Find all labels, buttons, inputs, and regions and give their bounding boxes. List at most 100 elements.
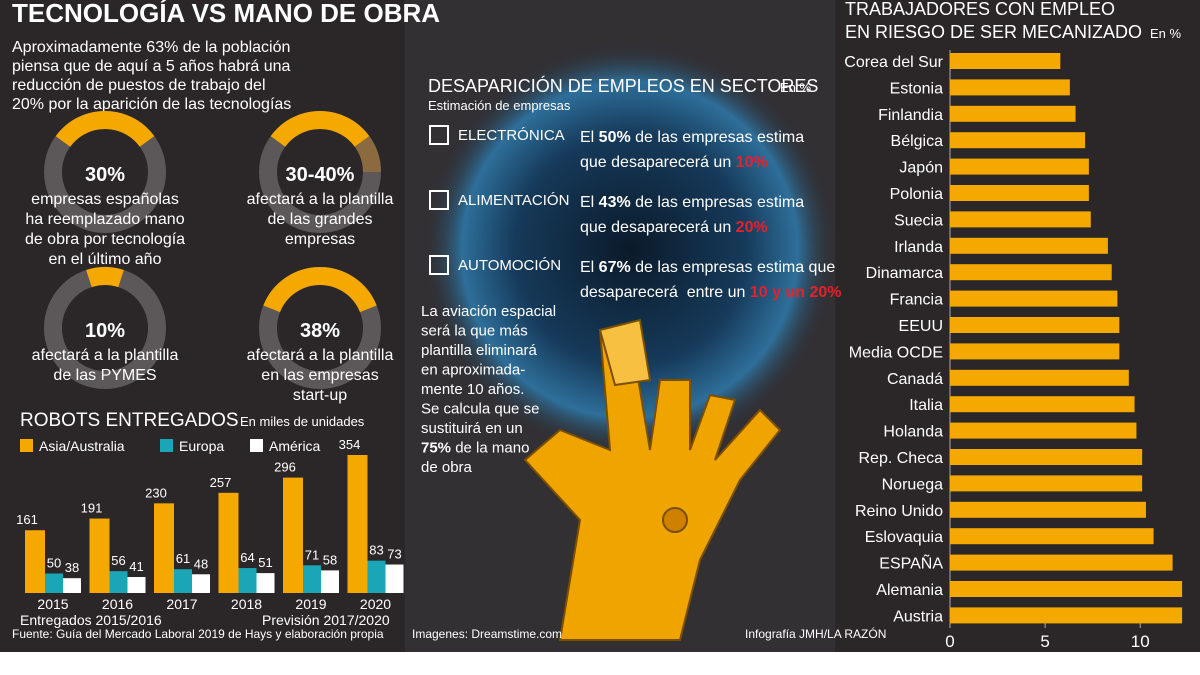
x-tick-label: 2016: [102, 596, 133, 612]
bar: [367, 560, 386, 593]
note-line: será la que más: [421, 323, 528, 340]
text-run: El: [580, 259, 599, 276]
x-tick-label: 5: [1040, 632, 1049, 651]
data-label: 161: [16, 512, 38, 527]
x-tick-label: 0: [945, 632, 954, 651]
y-tick-label: Japón: [899, 160, 943, 177]
sector-text: desaparecerá entre un 10 y un 20%: [580, 284, 842, 301]
note-line: mente 10 años.: [421, 381, 524, 398]
eye-glow: [420, 40, 840, 460]
y-tick-label: Rep. Checa: [859, 450, 944, 467]
x-tick-label: 2017: [166, 596, 197, 612]
donut-label: 30-40%: [286, 164, 355, 186]
data-label: 61: [176, 551, 190, 566]
text-run: mente 10 años.: [421, 381, 524, 398]
intro-line: piensa que de aquí a 5 años habrá una: [12, 58, 291, 75]
note-line: sustituirá en un: [421, 420, 523, 437]
donut-label: 30%: [85, 164, 125, 186]
bar: [321, 570, 339, 593]
text-run: Se calcula que se: [421, 401, 539, 418]
y-tick-label: Estonia: [890, 80, 943, 97]
bar: [950, 185, 1089, 201]
bar: [950, 475, 1143, 492]
image-credit: Imagenes: Dreamstime.com: [412, 627, 562, 641]
donut-segment: [86, 267, 124, 288]
bar: [950, 396, 1135, 413]
note-line: La aviación espacial: [421, 303, 556, 320]
bar: [303, 565, 321, 593]
highlight: 50%: [599, 129, 631, 146]
data-label: 354: [339, 437, 361, 452]
bar: [45, 573, 63, 593]
donut-caption: en el último año: [49, 251, 162, 268]
highlight: 75%: [421, 440, 451, 457]
y-tick-label: Bélgica: [891, 133, 944, 150]
donut-caption: empresas españolas: [31, 191, 179, 208]
bar: [950, 369, 1129, 386]
sector-text: El 43% de las empresas estima: [580, 194, 804, 211]
bar: [950, 237, 1108, 254]
y-tick-label: Austria: [893, 608, 943, 625]
y-tick-label: Francia: [890, 292, 943, 309]
donut-caption: de las grandes: [268, 211, 373, 228]
section-subtitle: Estimación de empresas: [428, 98, 571, 113]
y-tick-label: Corea del Sur: [844, 54, 943, 71]
sector-text: que desaparecerá un 10%: [580, 154, 768, 171]
bar: [218, 492, 239, 593]
sector-text: que desaparecerá un 20%: [580, 219, 768, 236]
bar: [238, 568, 257, 593]
text-run: que desaparecerá un: [580, 154, 736, 171]
donut-caption: empresas: [285, 231, 355, 248]
y-tick-label: EEUU: [899, 318, 943, 335]
text-run: El: [580, 129, 599, 146]
donut-caption: afectará a la plantilla: [247, 191, 394, 208]
bar: [385, 564, 404, 593]
sector-name: AUTOMOCIÓN: [458, 257, 561, 274]
data-label: 191: [81, 501, 103, 516]
text-run: de la mano: [451, 440, 529, 457]
y-tick-label: ESPAÑA: [879, 553, 943, 573]
y-tick-label: Holanda: [883, 424, 943, 441]
text-run: que desaparecerá un: [580, 219, 736, 236]
bar: [950, 528, 1154, 545]
highlight: 67%: [599, 259, 631, 276]
robot-hand: [523, 318, 782, 641]
text-run: sustituirá en un: [421, 420, 523, 437]
bar: [109, 571, 128, 593]
data-label: 51: [258, 555, 272, 570]
note-line: 75% de la mano: [421, 440, 529, 457]
data-label: 257: [210, 475, 232, 490]
y-tick-label: Dinamarca: [866, 265, 943, 282]
x-tick-label: 2020: [360, 596, 391, 612]
bar: [950, 422, 1137, 439]
bar: [950, 132, 1086, 149]
intro-line: Aproximadamente 63% de la población: [12, 39, 290, 56]
donut-caption: ha reemplazado mano: [25, 211, 184, 228]
y-tick-label: Canadá: [887, 371, 943, 388]
bar: [25, 530, 45, 593]
legend-swatch: [250, 439, 263, 452]
bar: [192, 574, 210, 593]
bar: [950, 264, 1112, 281]
bar: [950, 607, 1183, 624]
highlight: 10 y un 20%: [750, 284, 842, 301]
data-label: 48: [194, 556, 208, 571]
text-run: desaparecerá entre un: [580, 284, 750, 301]
credit: Infografía JMH/LA RAZÓN: [745, 626, 886, 641]
text-run: La aviación espacial: [421, 303, 556, 320]
chart-title: TRABAJADORES CON EMPLEO: [845, 0, 1115, 19]
sector-name: ALIMENTACIÓN: [458, 192, 569, 209]
y-tick-label: Eslovaquia: [865, 529, 943, 546]
data-label: 58: [323, 552, 337, 567]
footnote: Previsión 2017/2020: [262, 612, 390, 628]
intro-line: 20% por la aparición de las tecnologías: [12, 96, 291, 113]
donut-segment: [270, 111, 370, 148]
unit: En %: [1150, 26, 1182, 41]
donut-segment: [55, 111, 155, 148]
donut-label: 10%: [85, 320, 125, 342]
bar: [950, 290, 1118, 307]
text-run: en aproximada-: [421, 362, 525, 379]
bar: [950, 79, 1070, 96]
sector-icon: [429, 255, 449, 275]
